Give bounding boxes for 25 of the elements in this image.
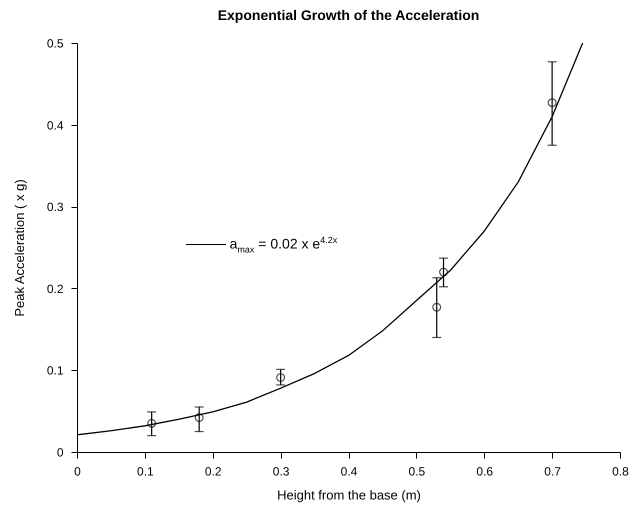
x-axis-title: Height from the base (m): [277, 488, 421, 502]
point: [147, 418, 156, 428]
x-tick-label: 0.6: [476, 464, 494, 478]
x-tick-label: 0.8: [612, 464, 630, 478]
y-tick-label: 0: [56, 446, 64, 460]
legend-label: a$_{max}$ = 0.02 x e$^{4.2x}$: [230, 235, 338, 255]
y-axis-title: Peak Acceleration ( x g): [12, 179, 27, 317]
x-tick-label: 0.7: [544, 464, 562, 478]
chart-title: Exponential Growth of the Acceleration: [218, 7, 480, 23]
y-tick-label: 0.4: [46, 118, 64, 132]
point: [194, 413, 204, 422]
x-tick-label: 0.3: [272, 464, 290, 478]
y-tick-label: 0.1: [46, 364, 64, 378]
x-tick-label: 0: [74, 464, 82, 478]
x-tick-label: 0.1: [137, 464, 154, 478]
x-tick-label: 0.5: [408, 464, 426, 478]
y-tick-label: 0.3: [46, 200, 64, 214]
y-tick-label: 0.2: [46, 282, 64, 296]
point: [432, 302, 442, 312]
x-tick-label: 0.4: [340, 464, 358, 478]
point: [439, 268, 448, 277]
point: [548, 98, 557, 108]
y-tick-label: 0.5: [46, 36, 64, 50]
x-tick-label: 0.2: [204, 464, 222, 478]
point: [276, 373, 286, 382]
